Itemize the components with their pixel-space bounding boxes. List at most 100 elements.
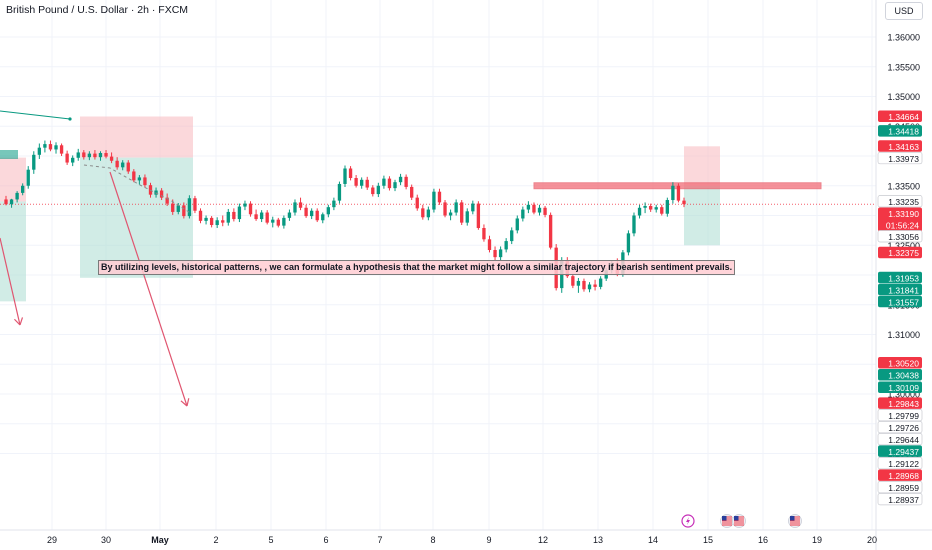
candle-body — [9, 199, 14, 205]
down-arrow — [0, 237, 21, 326]
candle-body — [143, 177, 147, 186]
candle-body — [371, 187, 375, 195]
candle-body — [593, 284, 597, 287]
candle-body — [415, 197, 419, 209]
arrow-head — [19, 317, 24, 326]
time-tick-label: 19 — [812, 535, 822, 545]
take-profit-zone — [684, 185, 720, 246]
candle-body — [510, 230, 514, 242]
price-label-bg — [877, 230, 923, 243]
candle-body — [548, 214, 553, 248]
candle-body — [354, 178, 358, 186]
price-label-bg — [878, 125, 922, 137]
candle-body — [109, 156, 114, 161]
price-label: 1.34163 — [878, 140, 922, 152]
candle-body — [265, 212, 269, 223]
flag-canton — [790, 516, 795, 521]
candle-body — [521, 209, 525, 219]
arrow-head — [180, 400, 188, 407]
candle-body — [426, 209, 431, 218]
time-tick-label: 16 — [758, 535, 768, 545]
countdown-text: 01:56:24 — [886, 221, 919, 231]
price-label-text: 1.29799 — [888, 411, 919, 421]
candle-body — [454, 202, 458, 213]
price-label: 1.29799 — [877, 408, 923, 422]
flag-canton — [722, 516, 727, 521]
price-label-text: 1.32375 — [888, 248, 919, 258]
candle-body — [43, 144, 47, 148]
candle-body — [437, 191, 442, 203]
us-flag-icon[interactable] — [788, 514, 802, 528]
candle-body — [65, 153, 69, 163]
price-label-text: 1.28959 — [888, 483, 919, 493]
candle-body — [598, 278, 603, 287]
candle-body — [198, 210, 203, 221]
candle-body — [393, 182, 397, 189]
price-tick-label: 1.30000 — [887, 390, 920, 400]
candle-body — [171, 203, 175, 212]
candle-body — [104, 153, 108, 157]
time-tick-label: 9 — [486, 535, 491, 545]
small-marker-box — [0, 150, 18, 159]
candle-body — [676, 185, 681, 201]
take-profit-zone — [80, 157, 193, 278]
price-label-text: 1.28937 — [888, 495, 919, 505]
candle-body — [648, 205, 653, 210]
time-tick-label: 8 — [430, 535, 435, 545]
candle-body — [243, 203, 247, 207]
candle-body — [671, 185, 675, 201]
uk-flag-icon[interactable] — [720, 514, 734, 528]
take-profit-zone — [0, 201, 26, 302]
price-label-bg — [878, 271, 922, 284]
candle-body — [287, 212, 292, 218]
price-label: 1.31841 — [878, 283, 922, 296]
candle-body — [71, 157, 75, 163]
price-tick-label: 1.32500 — [887, 241, 920, 251]
price-label-text: 1.34163 — [888, 142, 919, 152]
price-label-text: 1.31841 — [888, 285, 919, 295]
hypothesis-note[interactable]: By utilizing levels, historical patterns… — [98, 260, 736, 275]
candle-body — [87, 153, 92, 158]
time-tick-label: 5 — [268, 535, 273, 545]
candle-body — [398, 176, 403, 183]
price-label-text: 1.33235 — [888, 197, 919, 207]
currency-button[interactable]: USD — [885, 2, 923, 20]
price-label-bg — [878, 283, 922, 296]
candle-body — [637, 207, 642, 216]
candle-body — [248, 203, 253, 215]
price-label: 1.29644 — [877, 432, 923, 446]
candle-body — [304, 207, 308, 217]
symbol-title: British Pound / U.S. Dollar · 2h · FXCM — [6, 4, 189, 16]
time-tick-label: 15 — [703, 535, 713, 545]
candle-body — [582, 280, 586, 290]
price-label-text: 1.31557 — [888, 297, 919, 307]
price-label: 1.30438 — [878, 369, 922, 381]
candle-body — [121, 162, 125, 168]
candle-body — [76, 152, 80, 158]
candle-body — [471, 203, 475, 212]
candle-body — [98, 153, 103, 158]
time-tick-label: 20 — [867, 535, 877, 545]
arrow-head — [14, 318, 21, 326]
price-label-text: 1.29843 — [888, 399, 919, 409]
price-label: 1.34664 — [878, 110, 922, 122]
price-label-bg — [878, 246, 922, 259]
candle-body — [387, 178, 392, 189]
forecast-dashed-line — [83, 164, 193, 215]
candle-body — [654, 207, 658, 210]
price-label-bg — [877, 492, 923, 506]
time-tick-label: 30 — [101, 535, 111, 545]
candle-body — [410, 186, 414, 198]
lightning-bolt — [686, 517, 690, 525]
price-label: 1.32375 — [878, 246, 922, 259]
time-tick-label: 7 — [377, 535, 382, 545]
candle-body — [232, 211, 236, 220]
lightning-icon[interactable] — [681, 514, 695, 528]
candle-body — [443, 202, 447, 216]
us-flag-icon[interactable] — [732, 514, 746, 528]
stop-loss-zone — [80, 116, 193, 158]
price-label-bg — [878, 445, 922, 457]
candle-body — [59, 145, 64, 154]
